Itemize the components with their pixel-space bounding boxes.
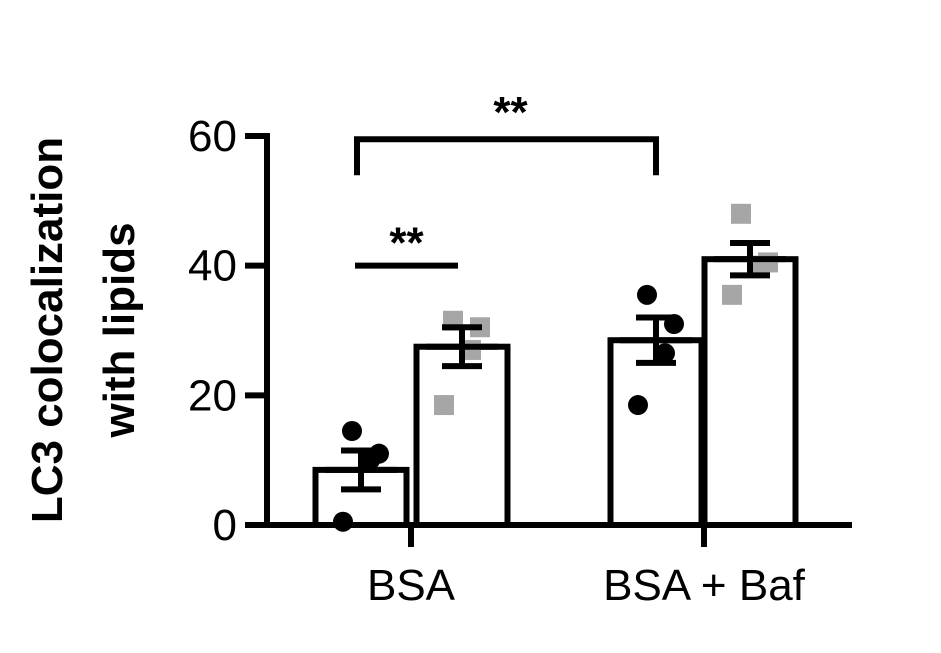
y-tick-label: 40	[188, 242, 237, 291]
significance-label: **	[493, 88, 528, 137]
bar	[701, 256, 799, 528]
data-point	[333, 511, 353, 532]
data-point	[434, 395, 454, 416]
significance-label: **	[389, 219, 424, 268]
bar	[607, 337, 705, 528]
y-axis-label-line1: LC3 colocalization	[23, 137, 72, 523]
significance-bracket	[354, 136, 659, 176]
data-point	[655, 343, 675, 364]
x-category-label: BSA	[367, 561, 456, 610]
data-point	[637, 284, 657, 305]
data-point	[722, 284, 742, 305]
data-point	[628, 395, 648, 416]
x-category-label: BSA + Baf	[603, 561, 806, 610]
data-point	[342, 420, 362, 441]
bar	[413, 343, 511, 529]
y-tick-label: 0	[213, 501, 237, 550]
data-point	[360, 450, 380, 471]
y-tick-label: 20	[188, 371, 237, 420]
y-axis-label-line2: with lipids	[95, 222, 144, 438]
y-tick-label: 60	[188, 112, 237, 161]
data-point	[731, 203, 751, 224]
